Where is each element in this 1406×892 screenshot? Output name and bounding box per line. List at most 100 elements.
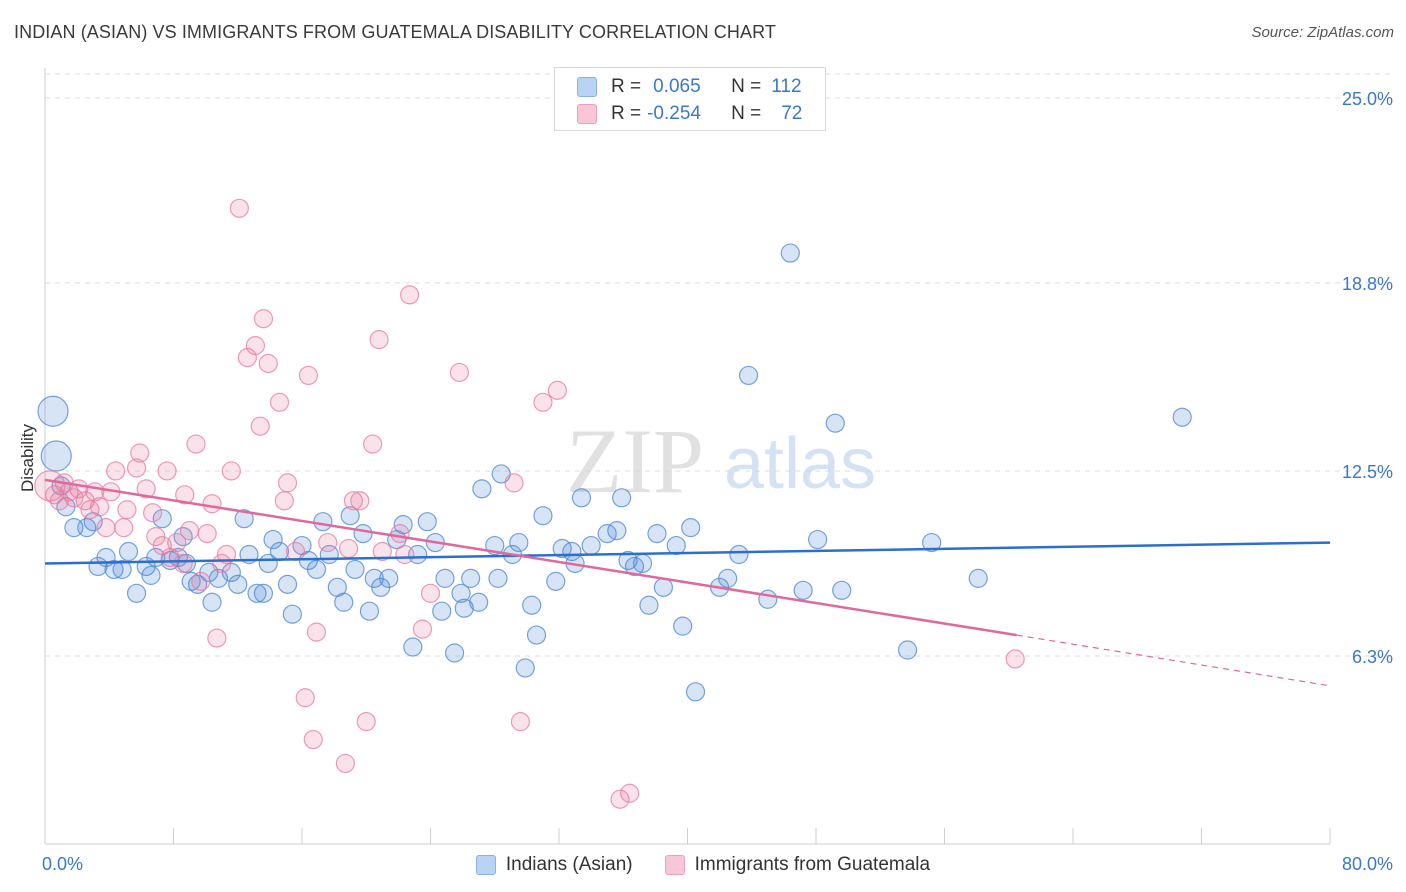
guatemala-point [269, 392, 290, 412]
indians-point [228, 574, 248, 594]
indians-point [403, 637, 423, 657]
indians-point [247, 583, 267, 603]
guatemala-point [143, 503, 163, 523]
guatemala-point [395, 544, 415, 565]
guatemala-point [106, 461, 126, 481]
indians-point [533, 506, 553, 526]
indians-point [334, 592, 354, 612]
indians-point [673, 616, 693, 636]
indians-point [432, 601, 452, 621]
indians-point [112, 559, 132, 580]
guatemala-point [179, 521, 200, 541]
series-legend-label: Indians (Asian) [505, 854, 633, 875]
watermark-zip: ZIP [566, 410, 704, 512]
guatemala-trend-extension [1016, 634, 1331, 687]
indians-point [653, 577, 674, 597]
guatemala-point [298, 365, 319, 386]
guatemala-point [363, 434, 383, 454]
n-value: 112 [771, 76, 802, 97]
guatemala-point [390, 524, 410, 544]
r-label: R = [611, 76, 642, 97]
n-label: N = [731, 103, 762, 124]
indians-point [968, 568, 988, 588]
guatemala-point [136, 479, 156, 499]
indians-point [269, 541, 290, 562]
guatemala-point [338, 538, 359, 559]
indians-point [379, 568, 399, 588]
series-legend-label: Immigrants from Guatemala [694, 854, 931, 875]
indians-point [832, 580, 852, 600]
r-value: -0.254 [647, 103, 701, 124]
guatemala-point [253, 309, 274, 329]
indians-point [632, 553, 653, 574]
guatemala-point [157, 461, 177, 481]
indians-point [444, 643, 465, 663]
indians-point [253, 583, 274, 603]
indians-point [277, 574, 298, 594]
indians-point [472, 479, 492, 499]
guatemala-point [117, 500, 137, 520]
stats-legend-row-pink: R = -0.254 N = 72 [577, 101, 802, 127]
indians-point [729, 544, 749, 565]
guatemala-point [400, 285, 420, 305]
indians-point [417, 512, 437, 532]
indians-point [359, 601, 380, 621]
indians-point [345, 559, 365, 580]
guatemala-point [335, 753, 355, 774]
indians-point [546, 571, 566, 591]
guatemala-point [277, 473, 298, 493]
indians-point [306, 559, 327, 580]
indians-point [1172, 407, 1192, 427]
guatemala-point [207, 628, 227, 648]
indians-point [40, 440, 72, 472]
guatemala-point [175, 485, 195, 505]
blue-swatch-icon [475, 855, 496, 875]
indians-point [607, 521, 627, 541]
labels-layer: 6.3% 12.5% 18.8% 25.0% 0.0% 80.0% Disability [18, 89, 1393, 874]
series-guatemala-points [34, 198, 1025, 809]
indians-point [718, 568, 738, 588]
guatemala-point [90, 497, 110, 517]
guatemala-point [274, 491, 294, 511]
guatemala-point [212, 553, 232, 574]
chart-title: INDIAN (ASIAN) VS IMMIGRANTS FROM GUATEM… [14, 22, 776, 42]
guatemala-point [306, 622, 327, 642]
indians-point [612, 488, 632, 508]
stats-legend: R = 0.065 N = 112 R = -0.254 N = 72 [554, 67, 826, 131]
x-tick-label: 80.0% [1342, 854, 1393, 874]
guatemala-point [620, 783, 640, 803]
guatemala-point [510, 712, 531, 732]
guatemala-point [197, 524, 217, 544]
guatemala-point [533, 392, 553, 412]
y-tick-label: 25.0% [1342, 89, 1393, 109]
indians-point [451, 583, 471, 603]
indians-point [313, 512, 333, 532]
guatemala-point [229, 198, 249, 218]
source-label: Source: ZipAtlas.com [1251, 24, 1394, 41]
guatemala-point [173, 553, 193, 574]
indians-point [435, 568, 455, 588]
axes-layer [44, 68, 1331, 845]
guatemala-point [34, 470, 66, 502]
indians-point [340, 506, 360, 526]
indians-point [263, 529, 283, 550]
pink-swatch-icon [664, 855, 685, 875]
indians-point [647, 524, 667, 544]
guatemala-point [610, 789, 630, 809]
guatemala-point [126, 458, 147, 478]
guatemala-point [216, 544, 237, 565]
indians-point [461, 568, 481, 588]
indians-point [152, 509, 172, 529]
guatemala-point [449, 362, 470, 383]
guatemala-point [167, 532, 187, 553]
indians-point [141, 565, 161, 585]
indians-point [469, 592, 489, 612]
indians-point [234, 509, 254, 529]
guatemala-point [202, 494, 222, 514]
series-legend: Indians (Asian) Immigrants from Guatemal… [0, 852, 1406, 878]
guatemala-point [504, 473, 524, 493]
indians-point [681, 518, 701, 538]
guatemala-point [356, 712, 376, 732]
guatemala-point [369, 330, 389, 350]
indians-point [526, 625, 547, 645]
